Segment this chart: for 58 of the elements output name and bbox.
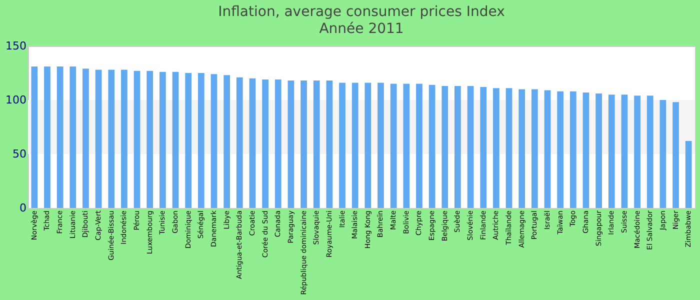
bar bbox=[557, 91, 564, 208]
bar bbox=[146, 70, 154, 208]
bar bbox=[646, 96, 654, 208]
bar bbox=[596, 94, 602, 208]
bar bbox=[70, 66, 76, 208]
bar bbox=[274, 79, 282, 208]
bar bbox=[249, 78, 256, 208]
bar bbox=[364, 82, 372, 208]
bar bbox=[160, 72, 166, 208]
bar bbox=[339, 82, 346, 208]
bar bbox=[621, 94, 628, 208]
bar bbox=[134, 70, 140, 208]
bar bbox=[390, 84, 397, 208]
bar bbox=[672, 102, 679, 208]
bar bbox=[198, 73, 204, 208]
bar bbox=[95, 70, 102, 208]
bar bbox=[582, 92, 590, 208]
bar bbox=[428, 84, 436, 208]
bar bbox=[467, 86, 474, 208]
bar bbox=[454, 86, 461, 208]
bar bbox=[44, 66, 50, 208]
chart-subtitle: Année 2011 bbox=[319, 21, 404, 37]
bar bbox=[544, 90, 551, 208]
bar bbox=[31, 66, 38, 208]
y-tick-label: 150 bbox=[6, 40, 26, 52]
bar bbox=[480, 87, 487, 208]
bar bbox=[313, 80, 320, 208]
bar bbox=[56, 66, 64, 208]
y-tick-label: 50 bbox=[12, 148, 26, 160]
bar bbox=[416, 84, 422, 208]
bar bbox=[531, 89, 538, 208]
bar bbox=[403, 84, 410, 208]
bar bbox=[236, 77, 243, 208]
bar bbox=[262, 79, 268, 208]
bar bbox=[608, 94, 615, 208]
bar bbox=[660, 100, 666, 208]
bar bbox=[82, 68, 89, 208]
bar bbox=[108, 70, 115, 208]
bar bbox=[210, 74, 218, 208]
bar bbox=[378, 82, 384, 208]
bar bbox=[493, 88, 500, 208]
bar bbox=[288, 80, 294, 208]
chart-title: Inflation, average consumer prices Index bbox=[218, 4, 505, 20]
y-tick-label: 100 bbox=[6, 94, 26, 106]
bar bbox=[121, 70, 128, 208]
bar bbox=[172, 72, 179, 208]
bar bbox=[300, 80, 307, 208]
bar bbox=[570, 91, 576, 208]
bar bbox=[634, 96, 640, 208]
bar bbox=[352, 82, 358, 208]
bar bbox=[185, 73, 192, 208]
bar bbox=[518, 89, 526, 208]
bar bbox=[506, 88, 512, 208]
y-tick-label: 0 bbox=[20, 202, 26, 214]
bar bbox=[685, 141, 692, 208]
bar bbox=[224, 75, 230, 208]
bar bbox=[326, 80, 333, 208]
bar bbox=[442, 86, 448, 208]
